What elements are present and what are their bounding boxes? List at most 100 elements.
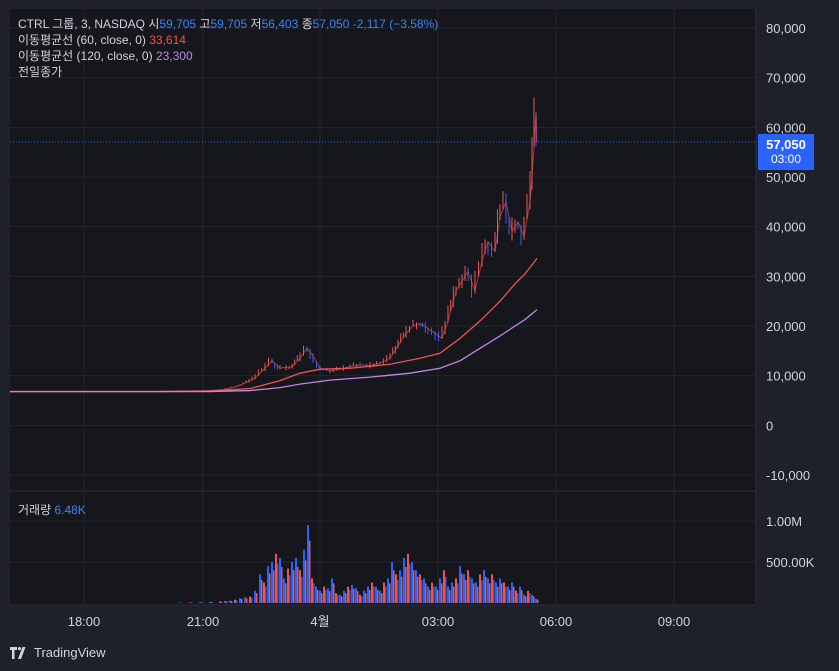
volume-bar	[267, 566, 269, 603]
volume-bar	[427, 586, 429, 603]
volume-bar	[393, 570, 395, 603]
volume-bar	[415, 570, 417, 603]
volume-legend[interactable]: 거래량 6.48K	[18, 501, 86, 518]
change-value: -2,117	[352, 17, 386, 31]
volume-bar	[333, 583, 335, 603]
volume-bar	[249, 596, 251, 603]
volume-bar	[439, 578, 441, 603]
symbol-label[interactable]: CTRL 그룹, 3, NASDAQ	[18, 17, 145, 31]
volume-bar	[387, 578, 389, 603]
volume-bar	[537, 599, 539, 603]
volume-bar	[199, 602, 201, 603]
prev-close-label: 전일종가	[18, 65, 63, 79]
volume-bar	[491, 574, 493, 603]
volume-tick-label: 1.00M	[766, 514, 802, 529]
volume-bar	[421, 580, 423, 603]
ma60-value: 33,614	[149, 33, 186, 47]
time-tick-label: 21:00	[187, 614, 220, 629]
volume-bar	[287, 568, 289, 603]
price-tick-label: 20,000	[766, 319, 806, 334]
volume-bar	[191, 602, 193, 603]
volume-bar	[325, 589, 327, 603]
volume-bar	[323, 586, 325, 603]
volume-bar	[357, 591, 359, 603]
volume-bar	[533, 596, 535, 603]
high-value: 59,705	[210, 17, 248, 31]
tradingview-logo-icon	[10, 646, 26, 659]
volume-bar	[265, 586, 267, 603]
volume-bar	[505, 586, 507, 603]
volume-bar	[455, 578, 457, 603]
volume-bar	[459, 566, 461, 603]
volume-bar	[359, 594, 361, 603]
volume-bar	[397, 580, 399, 603]
volume-bar	[367, 586, 369, 603]
time-axis[interactable]: 18:00 21:00 4월 03:00 06:00 09:00	[68, 614, 691, 629]
volume-bar	[457, 583, 459, 603]
volume-bar	[501, 583, 503, 603]
price-axis[interactable]: 80,000 70,000 60,000 50,000 40,000 30,000 20,0…	[766, 21, 810, 483]
price-tick-label: 60,000	[766, 120, 806, 135]
volume-bar	[343, 590, 345, 603]
high-label: 고	[199, 17, 211, 31]
volume-bar	[417, 576, 419, 603]
volume-value: 6.48K	[54, 503, 86, 517]
volume-bar	[441, 583, 443, 603]
volume-bar	[371, 582, 373, 603]
ma60-legend[interactable]: 이동평균선 (60, close, 0) 33,614	[18, 32, 438, 48]
volume-bar	[259, 574, 261, 603]
volume-bar	[289, 575, 291, 603]
volume-bar	[425, 583, 427, 603]
volume-bar	[419, 574, 421, 603]
volume-bar	[519, 586, 521, 603]
volume-bar	[269, 573, 271, 603]
volume-bar	[377, 589, 379, 603]
volume-bar	[507, 586, 509, 603]
volume-bar	[477, 586, 479, 603]
volume-bar	[363, 590, 365, 603]
price-tick-label: 40,000	[766, 220, 806, 235]
prev-close-legend[interactable]: 전일종가	[18, 64, 438, 80]
volume-bar	[497, 586, 499, 603]
plot-area[interactable]	[10, 9, 756, 605]
last-price-badge: 57,050 03:00	[758, 134, 814, 170]
volume-bar	[277, 563, 279, 603]
volume-bar	[465, 580, 467, 603]
ma120-legend[interactable]: 이동평균선 (120, close, 0) 23,300	[18, 48, 438, 64]
volume-bar	[337, 595, 339, 603]
volume-bar	[301, 576, 303, 603]
volume-bar	[449, 589, 451, 603]
ohlc-row: CTRL 그룹, 3, NASDAQ 시59,705 고59,705 저56,4…	[18, 16, 438, 32]
volume-bar	[347, 586, 349, 603]
volume-bar	[473, 583, 475, 603]
volume-bar	[353, 588, 355, 603]
volume-bar	[499, 578, 501, 603]
volume-bar	[503, 582, 505, 603]
volume-bar	[431, 582, 433, 603]
volume-bar	[403, 557, 405, 603]
volume-bar	[331, 578, 333, 603]
volume-bar	[463, 574, 465, 603]
price-tick-label: -10,000	[766, 468, 810, 483]
open-label: 시	[148, 17, 160, 31]
volume-bar	[383, 582, 385, 603]
symbol-legend[interactable]: CTRL 그룹, 3, NASDAQ 시59,705 고59,705 저56,4…	[18, 16, 438, 80]
volume-bar	[531, 594, 533, 603]
low-label: 저	[250, 17, 262, 31]
volume-bar	[309, 540, 311, 603]
volume-bar	[281, 566, 283, 603]
price-tick-label: 30,000	[766, 269, 806, 284]
ma120-line	[10, 309, 538, 393]
volume-bar	[411, 562, 413, 603]
volume-axis[interactable]: 1.00M 500.00K	[766, 514, 815, 570]
volume-bar	[517, 593, 519, 603]
volume-bar	[339, 594, 341, 603]
low-value: 56,403	[261, 17, 299, 31]
volume-bar	[256, 593, 258, 603]
volume-bar	[297, 566, 299, 603]
volume-bar	[429, 589, 431, 603]
close-value: 57,050	[312, 17, 350, 31]
tradingview-branding[interactable]: TradingView	[10, 645, 106, 660]
volume-bar	[521, 589, 523, 603]
